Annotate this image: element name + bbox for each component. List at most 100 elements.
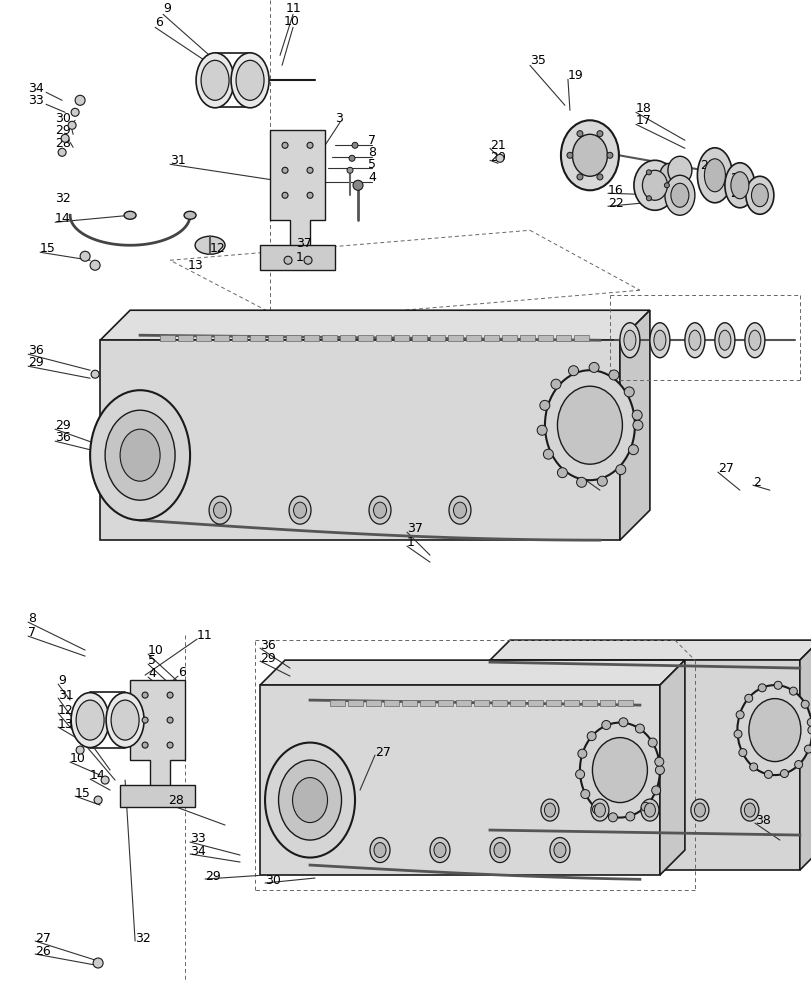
Text: 12: 12	[58, 704, 74, 717]
Circle shape	[606, 152, 612, 158]
Text: 27: 27	[35, 932, 51, 945]
Ellipse shape	[744, 803, 754, 817]
Ellipse shape	[489, 838, 509, 863]
Circle shape	[794, 761, 801, 769]
Bar	[581, 700, 596, 706]
Ellipse shape	[684, 323, 704, 358]
Circle shape	[624, 387, 633, 397]
Bar	[617, 700, 632, 706]
Bar	[483, 335, 498, 341]
Text: 15: 15	[75, 787, 91, 800]
Circle shape	[773, 681, 781, 689]
Ellipse shape	[373, 502, 386, 518]
Ellipse shape	[644, 803, 654, 817]
Circle shape	[807, 726, 811, 734]
Ellipse shape	[448, 496, 470, 524]
Bar	[366, 700, 380, 706]
Bar	[232, 335, 247, 341]
Circle shape	[556, 468, 567, 478]
Text: 16: 16	[607, 184, 623, 197]
Text: 24: 24	[729, 172, 744, 185]
Circle shape	[496, 154, 504, 162]
Ellipse shape	[368, 496, 391, 524]
Polygon shape	[260, 685, 659, 875]
Text: 5: 5	[367, 158, 375, 171]
Ellipse shape	[590, 799, 608, 821]
Text: 30: 30	[264, 874, 281, 887]
Bar	[195, 335, 211, 341]
Circle shape	[577, 174, 582, 180]
Ellipse shape	[619, 323, 639, 358]
Bar	[260, 245, 335, 270]
Ellipse shape	[664, 175, 694, 215]
Text: 4: 4	[367, 171, 375, 184]
Circle shape	[607, 813, 616, 822]
Bar	[538, 335, 552, 341]
Text: 30: 30	[55, 112, 71, 125]
Circle shape	[566, 152, 573, 158]
Circle shape	[551, 379, 560, 389]
Ellipse shape	[688, 330, 700, 350]
Ellipse shape	[105, 410, 175, 500]
Text: 7: 7	[28, 626, 36, 639]
Bar	[556, 335, 570, 341]
Ellipse shape	[640, 799, 658, 821]
Bar	[491, 700, 506, 706]
Ellipse shape	[184, 211, 195, 219]
Bar	[358, 335, 372, 341]
Text: 36: 36	[55, 431, 71, 444]
Text: 32: 32	[135, 932, 151, 945]
Bar	[375, 335, 391, 341]
Bar	[322, 335, 337, 341]
Text: 36: 36	[260, 639, 276, 652]
Text: 35: 35	[530, 54, 545, 67]
Bar	[401, 700, 417, 706]
Circle shape	[647, 738, 656, 747]
Text: 14: 14	[90, 769, 105, 782]
Text: 5: 5	[148, 654, 156, 667]
Text: 9: 9	[163, 2, 171, 15]
Bar	[268, 335, 283, 341]
Bar	[599, 700, 614, 706]
Ellipse shape	[750, 184, 767, 207]
Circle shape	[353, 180, 363, 190]
Bar	[573, 335, 588, 341]
Text: 11: 11	[197, 629, 212, 642]
Bar	[466, 335, 480, 341]
Circle shape	[167, 692, 173, 698]
Ellipse shape	[594, 803, 605, 817]
Circle shape	[589, 362, 599, 372]
Polygon shape	[489, 640, 811, 660]
Text: 28: 28	[168, 794, 184, 807]
Ellipse shape	[633, 160, 675, 210]
Circle shape	[651, 786, 660, 795]
Ellipse shape	[90, 390, 190, 520]
Text: 19: 19	[567, 69, 583, 82]
Circle shape	[142, 692, 148, 698]
Text: 20: 20	[489, 151, 505, 164]
Polygon shape	[619, 310, 649, 540]
Ellipse shape	[549, 838, 569, 863]
Circle shape	[349, 155, 354, 161]
Ellipse shape	[294, 502, 307, 518]
Text: 8: 8	[28, 612, 36, 625]
Text: 7: 7	[367, 134, 375, 147]
Ellipse shape	[667, 156, 691, 184]
Circle shape	[142, 742, 148, 748]
Circle shape	[167, 742, 173, 748]
Text: 26: 26	[35, 945, 51, 958]
Ellipse shape	[745, 176, 773, 214]
Text: 29: 29	[55, 124, 71, 137]
Polygon shape	[659, 660, 684, 875]
Bar	[214, 335, 229, 341]
Text: 29: 29	[28, 356, 44, 369]
Ellipse shape	[623, 330, 635, 350]
Text: 14: 14	[55, 212, 71, 225]
Circle shape	[577, 131, 582, 137]
Ellipse shape	[374, 843, 385, 858]
Text: 1: 1	[573, 461, 580, 474]
Ellipse shape	[736, 685, 811, 775]
Ellipse shape	[693, 803, 705, 817]
Text: 37: 37	[573, 447, 588, 460]
Circle shape	[632, 410, 642, 420]
